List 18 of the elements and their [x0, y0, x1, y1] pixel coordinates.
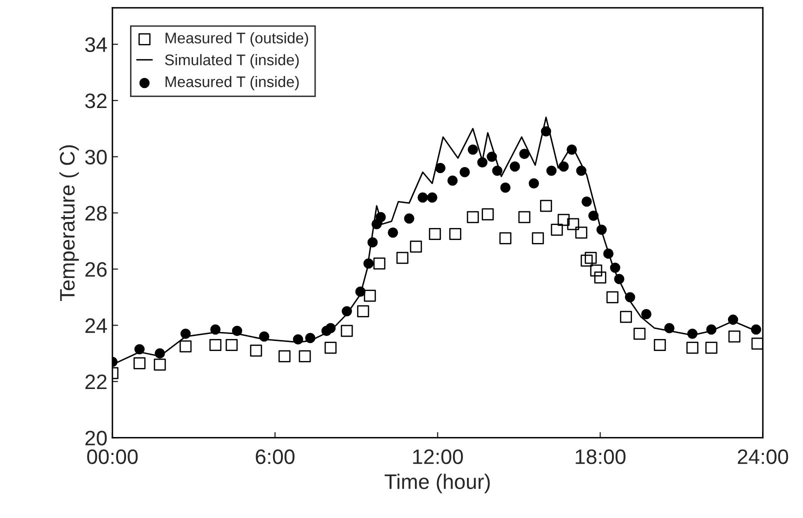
x-tick-label: 6:00: [256, 449, 294, 464]
y-tick-label: 20: [85, 430, 107, 446]
x-tick-label: 00:00: [87, 449, 138, 464]
y-tick-label: 34: [85, 37, 107, 52]
y-tick-label: 22: [85, 374, 107, 390]
legend-label: Simulated T (inside): [165, 54, 299, 68]
y-tick-label: 26: [85, 262, 107, 277]
x-axis-title: Time (hour): [384, 474, 490, 494]
y-axis-title: Temperature ( C): [59, 145, 79, 301]
legend-label: Measured T (outside): [166, 32, 308, 46]
y-tick-label: 32: [85, 94, 107, 108]
y-tick-label: 28: [85, 206, 107, 221]
y-tick-label: 24: [85, 318, 107, 333]
x-tick-label: 18:00: [576, 449, 626, 464]
y-tick-label: 30: [85, 150, 107, 164]
x-tick-label: 24:00: [738, 449, 788, 464]
legend-label: Measured T (inside): [166, 76, 299, 90]
x-tick-label: 12:00: [413, 449, 463, 464]
